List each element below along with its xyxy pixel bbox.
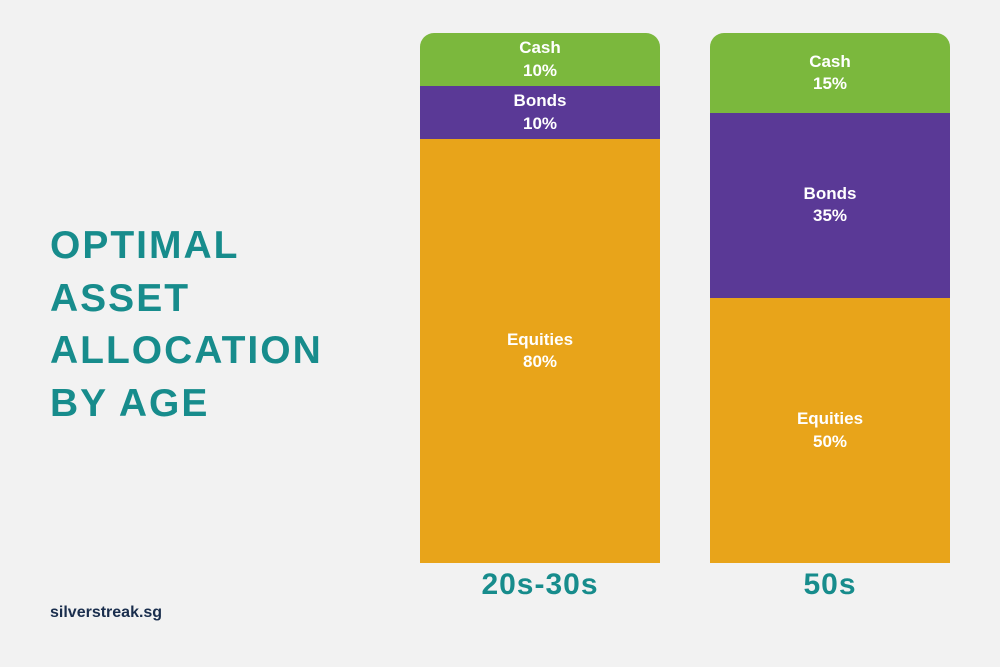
source-attribution: silverstreak.sg: [50, 604, 162, 622]
segment-value: 35%: [813, 205, 847, 227]
bar-segment: Cash15%: [710, 33, 950, 113]
bar-segment: Bonds35%: [710, 113, 950, 299]
title-line: ALLOCATION: [50, 325, 323, 378]
segment-label: Equities: [797, 408, 863, 430]
bar-container: Cash15%Bonds35%Equities50%50s: [710, 33, 950, 602]
segment-value: 10%: [523, 60, 557, 82]
bar-segment: Equities80%: [420, 139, 660, 563]
chart-title: OPTIMAL ASSET ALLOCATION BY AGE: [50, 220, 323, 431]
bar-segment: Cash10%: [420, 33, 660, 86]
segment-value: 80%: [523, 351, 557, 373]
title-line: ASSET: [50, 273, 323, 326]
segment-value: 10%: [523, 113, 557, 135]
segment-value: 50%: [813, 431, 847, 453]
segment-label: Equities: [507, 329, 573, 351]
segment-value: 15%: [813, 73, 847, 95]
bar-label: 50s: [710, 568, 950, 602]
bar-label: 20s-30s: [420, 568, 660, 602]
bar-container: Cash10%Bonds10%Equities80%20s-30s: [420, 33, 660, 602]
segment-label: Bonds: [804, 183, 857, 205]
stacked-bar: Cash15%Bonds35%Equities50%: [710, 33, 950, 563]
bar-segment: Equities50%: [710, 298, 950, 563]
title-line: OPTIMAL: [50, 220, 323, 273]
segment-label: Cash: [519, 37, 561, 59]
title-line: BY AGE: [50, 378, 323, 431]
segment-label: Bonds: [514, 90, 567, 112]
segment-label: Cash: [809, 51, 851, 73]
stacked-bar: Cash10%Bonds10%Equities80%: [420, 33, 660, 563]
bar-segment: Bonds10%: [420, 86, 660, 139]
